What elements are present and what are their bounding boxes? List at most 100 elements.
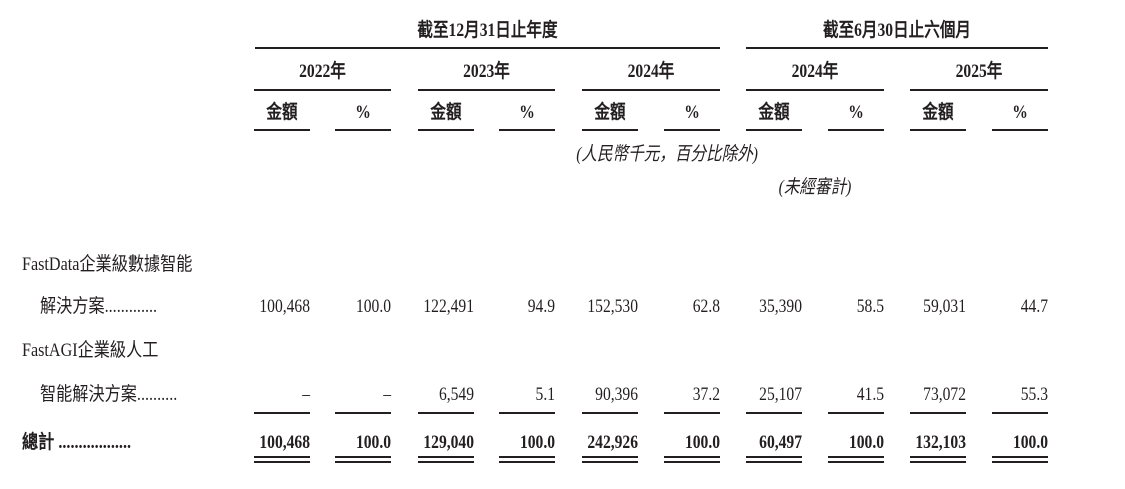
column-header-amount: 金額 bbox=[430, 102, 462, 123]
subtotal-rule bbox=[582, 412, 638, 414]
subtotal-rule bbox=[499, 412, 555, 414]
group-header-interim-rule bbox=[746, 47, 1048, 49]
subtotal-rule bbox=[335, 412, 391, 414]
double-rule-top bbox=[254, 456, 310, 458]
table-cell: 90,396 bbox=[595, 384, 638, 405]
double-rule-bottom bbox=[910, 461, 966, 463]
subtotal-rule bbox=[910, 412, 966, 414]
table-cell: – bbox=[383, 384, 391, 405]
double-rule-bottom bbox=[499, 461, 555, 463]
table-cell: 5.1 bbox=[535, 384, 555, 405]
column-header-rule bbox=[418, 129, 474, 131]
year-header: 2024年 bbox=[627, 61, 675, 82]
table-cell: 44.7 bbox=[1020, 296, 1048, 317]
table-cell: 73,072 bbox=[923, 384, 966, 405]
total-cell: 100.0 bbox=[848, 432, 884, 453]
table-cell: 62.8 bbox=[692, 296, 720, 317]
year-header: 2023年 bbox=[463, 61, 510, 82]
column-header-rule bbox=[910, 129, 966, 131]
column-header-percent: % bbox=[519, 102, 535, 123]
double-rule-bottom bbox=[746, 461, 802, 463]
total-cell: 100.0 bbox=[684, 432, 720, 453]
total-cell: 100.0 bbox=[519, 432, 555, 453]
table-cell: 58.5 bbox=[856, 296, 884, 317]
subtotal-rule bbox=[254, 412, 310, 414]
table-cell: 6,549 bbox=[438, 384, 474, 405]
unaudited-note: (未經審計) bbox=[778, 177, 852, 198]
double-rule-top bbox=[499, 456, 555, 458]
table-cell: 25,107 bbox=[759, 384, 802, 405]
column-header-percent: % bbox=[848, 102, 864, 123]
group-header-annual-rule bbox=[255, 47, 720, 49]
total-cell: 242,926 bbox=[587, 432, 638, 453]
column-header-percent: % bbox=[355, 102, 371, 123]
double-rule-bottom bbox=[335, 461, 391, 463]
total-label: 總計 .................. bbox=[22, 432, 132, 453]
year-header: 2022年 bbox=[299, 61, 346, 82]
column-header-rule bbox=[499, 129, 555, 131]
table-cell: 122,491 bbox=[423, 296, 474, 317]
double-rule-bottom bbox=[992, 461, 1048, 463]
double-rule-bottom bbox=[664, 461, 720, 463]
table-cell: 35,390 bbox=[759, 296, 802, 317]
double-rule-top bbox=[582, 456, 638, 458]
total-cell: 100.0 bbox=[1012, 432, 1048, 453]
double-rule-bottom bbox=[828, 461, 884, 463]
table-cell: 55.3 bbox=[1020, 384, 1048, 405]
total-cell: 132,103 bbox=[915, 432, 966, 453]
group-header-interim: 截至6月30日止六個月 bbox=[822, 20, 972, 41]
double-rule-top bbox=[664, 456, 720, 458]
total-cell: 100,468 bbox=[259, 432, 310, 453]
row-label-cont: 智能解決方案.......... bbox=[40, 384, 178, 405]
column-header-rule bbox=[828, 129, 884, 131]
double-rule-bottom bbox=[254, 461, 310, 463]
total-cell: 129,040 bbox=[423, 432, 474, 453]
table-cell: 37.2 bbox=[692, 384, 720, 405]
table-cell: 152,530 bbox=[587, 296, 638, 317]
double-rule-top bbox=[746, 456, 802, 458]
year-rule bbox=[418, 89, 555, 91]
double-rule-top bbox=[910, 456, 966, 458]
column-header-percent: % bbox=[684, 102, 700, 123]
total-cell: 100.0 bbox=[355, 432, 391, 453]
subtotal-rule bbox=[746, 412, 802, 414]
table-cell: 41.5 bbox=[856, 384, 884, 405]
year-header: 2024年 bbox=[791, 61, 839, 82]
column-header-amount: 金額 bbox=[758, 102, 790, 123]
subtotal-rule bbox=[664, 412, 720, 414]
subtotal-rule bbox=[828, 412, 884, 414]
table-cell: 100.0 bbox=[355, 296, 391, 317]
column-header-rule bbox=[746, 129, 802, 131]
table-cell: 94.9 bbox=[527, 296, 555, 317]
year-rule bbox=[910, 89, 1048, 91]
total-cell: 60,497 bbox=[759, 432, 802, 453]
subtotal-rule bbox=[418, 412, 474, 414]
column-header-percent: % bbox=[1012, 102, 1028, 123]
year-rule bbox=[582, 89, 720, 91]
year-rule bbox=[746, 89, 884, 91]
double-rule-bottom bbox=[582, 461, 638, 463]
row-label: FastAGI企業級人工 bbox=[22, 340, 159, 361]
row-label: FastData企業級數據智能 bbox=[22, 254, 193, 275]
subtotal-rule bbox=[992, 412, 1048, 414]
double-rule-bottom bbox=[418, 461, 474, 463]
double-rule-top bbox=[335, 456, 391, 458]
double-rule-top bbox=[992, 456, 1048, 458]
row-label-cont: 解決方案............. bbox=[40, 296, 158, 317]
column-header-rule bbox=[335, 129, 391, 131]
double-rule-top bbox=[828, 456, 884, 458]
column-header-amount: 金額 bbox=[594, 102, 626, 123]
column-header-amount: 金額 bbox=[922, 102, 954, 123]
column-header-amount: 金額 bbox=[266, 102, 298, 123]
table-cell: 100,468 bbox=[259, 296, 310, 317]
year-header: 2025年 bbox=[955, 61, 1003, 82]
unit-note: (人民幣千元，百分比除外) bbox=[576, 144, 758, 165]
group-header-annual: 截至12月31日止年度 bbox=[417, 20, 558, 41]
year-rule bbox=[254, 89, 391, 91]
column-header-rule bbox=[254, 129, 310, 131]
column-header-rule bbox=[664, 129, 720, 131]
column-header-rule bbox=[992, 129, 1048, 131]
double-rule-top bbox=[418, 456, 474, 458]
column-header-rule bbox=[582, 129, 638, 131]
